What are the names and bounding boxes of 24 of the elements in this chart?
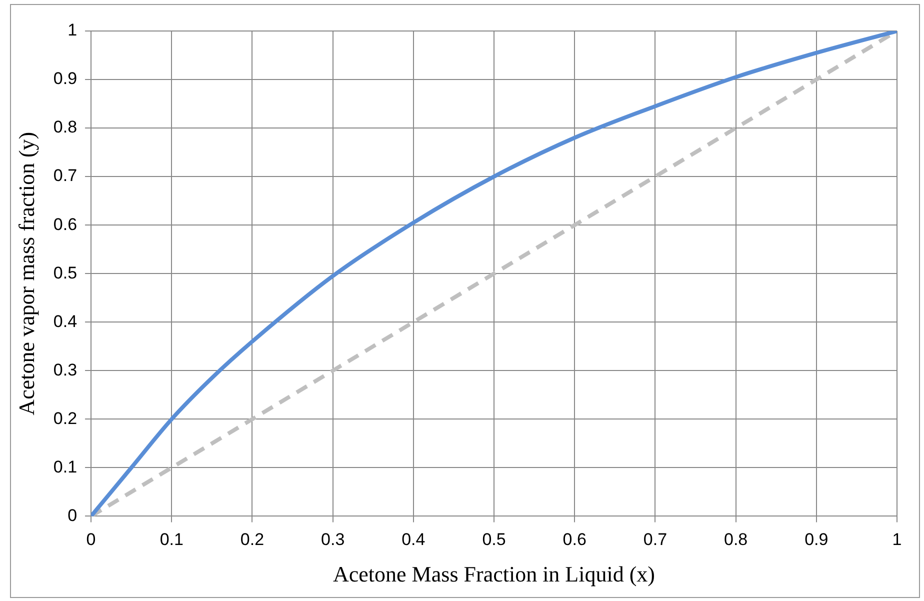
y-tick-label: 0.9 xyxy=(53,69,78,88)
x-tick-label: 0.3 xyxy=(321,530,345,550)
x-tick-label: 0.4 xyxy=(402,530,426,550)
y-tick-label: 0.8 xyxy=(53,118,78,137)
y-tick-label: 0.6 xyxy=(53,214,78,234)
y-tick-label: 0.3 xyxy=(53,360,78,380)
x-tick-label: 0.5 xyxy=(482,530,506,550)
y-axis-title: Acetone vapor mass fraction (y) xyxy=(14,132,39,416)
x-tick-label: 0.2 xyxy=(240,530,264,550)
y-tick-label: 0.7 xyxy=(53,166,78,186)
x-tick-label: 0.1 xyxy=(160,530,184,550)
y-tick-label: 0 xyxy=(68,506,78,525)
y-tick-label: 0.5 xyxy=(53,263,78,282)
x-tick-label: 0.8 xyxy=(724,530,748,550)
x-axis-title: Acetone Mass Fraction in Liquid (x) xyxy=(333,562,656,587)
y-tick-label: 0.4 xyxy=(53,312,78,331)
x-tick-label: 0.9 xyxy=(804,530,828,550)
x-tick-label: 0.6 xyxy=(562,530,586,550)
x-tick-label: 1 xyxy=(892,530,902,550)
y-tick-label: 1 xyxy=(68,20,78,40)
x-tick-label: 0 xyxy=(86,530,96,550)
x-tick-label: 0.7 xyxy=(643,530,668,550)
y-tick-label: 0.1 xyxy=(53,457,78,476)
y-tick-label: 0.2 xyxy=(53,408,78,428)
